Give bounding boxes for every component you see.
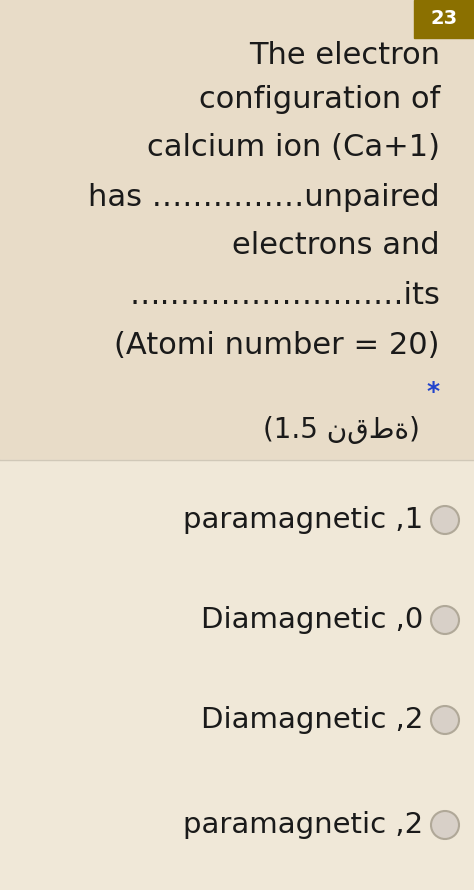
- Text: configuration of: configuration of: [199, 85, 440, 115]
- Bar: [414, 0, 474, 38]
- Text: ………………………its: ………………………its: [129, 280, 440, 310]
- Circle shape: [431, 606, 459, 634]
- Text: has ……………unpaired: has ……………unpaired: [88, 183, 440, 213]
- Text: (Atomi number = 20): (Atomi number = 20): [115, 330, 440, 360]
- Text: paramagnetic ,1: paramagnetic ,1: [183, 506, 423, 534]
- Text: *: *: [427, 380, 440, 404]
- Text: Diamagnetic ,2: Diamagnetic ,2: [201, 706, 423, 734]
- Bar: [0, 0, 474, 460]
- Text: (1.5 نقطة): (1.5 نقطة): [263, 416, 420, 444]
- Text: paramagnetic ,2: paramagnetic ,2: [183, 811, 423, 839]
- Bar: [0, 460, 474, 890]
- Text: calcium ion (Ca+1): calcium ion (Ca+1): [147, 134, 440, 163]
- Circle shape: [431, 811, 459, 839]
- Circle shape: [431, 706, 459, 734]
- Text: 23: 23: [430, 10, 457, 28]
- Text: Diamagnetic ,0: Diamagnetic ,0: [201, 606, 423, 634]
- Text: electrons and: electrons and: [232, 231, 440, 260]
- Text: The electron: The electron: [249, 41, 440, 69]
- Circle shape: [431, 506, 459, 534]
